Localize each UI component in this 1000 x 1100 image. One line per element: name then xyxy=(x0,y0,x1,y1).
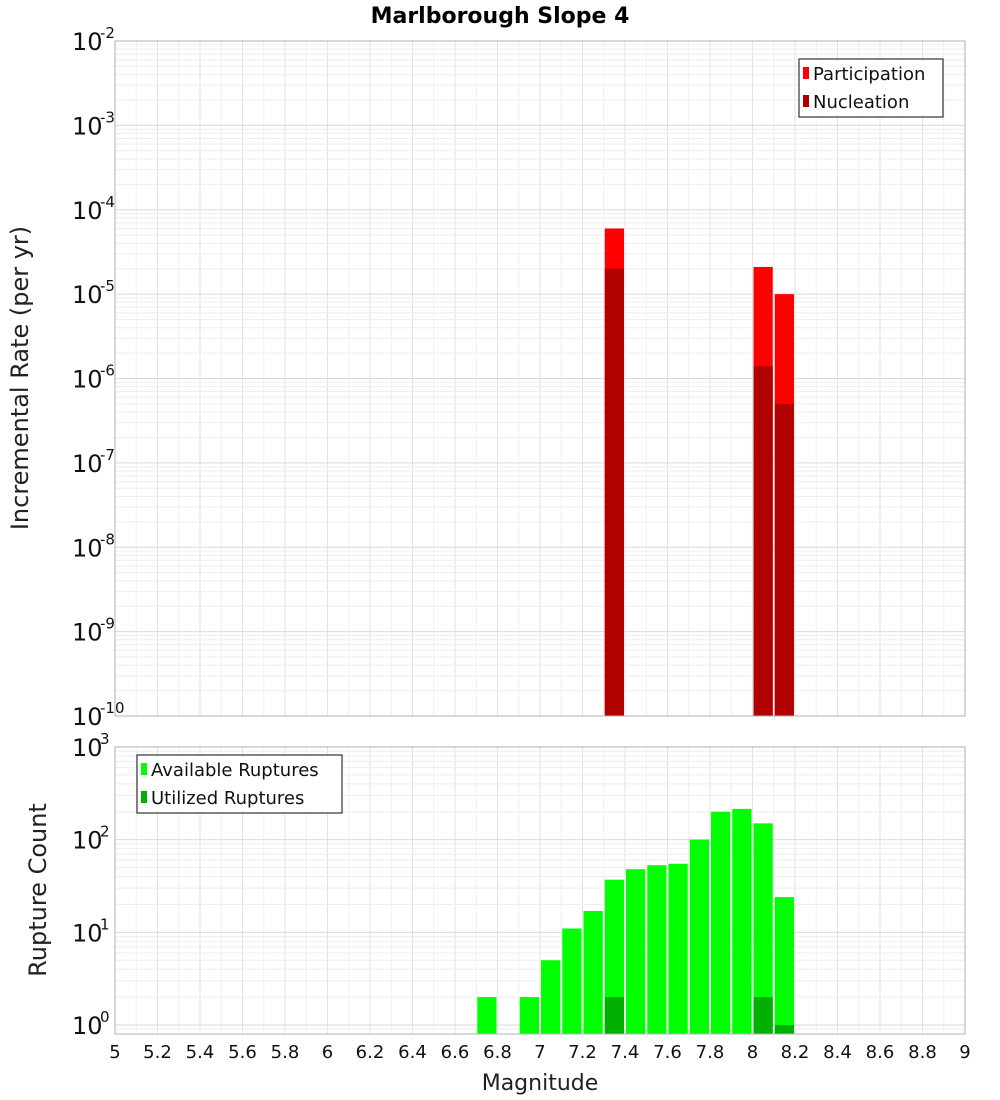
rate-y-tick-base-1: 10 xyxy=(72,619,103,647)
count-legend-swatch-1 xyxy=(141,791,147,803)
count-bars xyxy=(477,808,794,1034)
rate-y-tick-exp-6: -4 xyxy=(100,193,115,211)
rate-y-tick-base-6: 10 xyxy=(72,197,103,225)
rate-plot-frame xyxy=(114,40,966,717)
rate-y-tick-exp-4: -6 xyxy=(100,362,115,380)
count-y-tick-exp-2: 2 xyxy=(100,823,110,841)
count-y-tick-exp-0: 0 xyxy=(100,1008,110,1026)
count-bar-a-11 xyxy=(732,808,752,1034)
rate-legend-label-0: Participation xyxy=(813,64,925,85)
x-tick-label-12: 7.4 xyxy=(611,1042,640,1063)
rate-y-tick-base-2: 10 xyxy=(72,534,103,562)
x-tick-label-20: 9 xyxy=(959,1042,970,1063)
rate-bar-b-1 xyxy=(753,366,773,716)
count-bar-a-0 xyxy=(477,997,497,1034)
count-y-tick-exp-3: 3 xyxy=(100,730,110,748)
x-tick-label-14: 7.8 xyxy=(696,1042,725,1063)
count-plot-frame xyxy=(114,746,966,1035)
rate-y-tick-base-7: 10 xyxy=(72,112,103,140)
count-bar-a-2 xyxy=(541,960,561,1034)
rate-legend-box xyxy=(798,58,944,118)
count-bar-a-4 xyxy=(583,910,603,1034)
count-bar-a-12 xyxy=(753,823,773,1034)
count-bar-b-1 xyxy=(753,997,773,1034)
x-tick-label-0: 5 xyxy=(109,1042,120,1063)
rate-legend-swatch-1 xyxy=(803,95,809,107)
count-bar-a-5 xyxy=(604,879,624,1034)
count-bar-a-13 xyxy=(774,897,794,1034)
x-axis-label: Magnitude xyxy=(482,1071,599,1096)
count-bar-a-6 xyxy=(626,869,646,1034)
rate-bar-b-0 xyxy=(604,268,624,716)
x-axis-ticks: 5 5.2 5.4 5.6 5.8 6 6.2 6.4 6.6 6.8 7 7.2 7.4 7.6 7.8 8… xyxy=(109,1042,970,1063)
x-tick-label-13: 7.6 xyxy=(653,1042,682,1063)
count-y-tick-exp-1: 1 xyxy=(100,915,110,933)
count-bar-a-3 xyxy=(562,928,582,1034)
x-tick-label-16: 8.2 xyxy=(781,1042,810,1063)
rate-y-tick-base-8: 10 xyxy=(72,28,103,56)
rate-y-tick-exp-1: -9 xyxy=(100,615,115,633)
count-bar-a-9 xyxy=(689,839,709,1034)
x-tick-label-5: 6 xyxy=(322,1042,333,1063)
x-tick-label-10: 7 xyxy=(534,1042,545,1063)
x-tick-label-4: 5.8 xyxy=(271,1042,300,1063)
x-tick-label-11: 7.2 xyxy=(568,1042,597,1063)
rate-y-tick-base-4: 10 xyxy=(72,366,103,394)
count-y-tick-base-2: 10 xyxy=(72,827,103,855)
x-tick-label-3: 5.6 xyxy=(228,1042,257,1063)
count-bar-b-2 xyxy=(774,1025,794,1034)
x-tick-label-1: 5.2 xyxy=(143,1042,172,1063)
rate-bars xyxy=(604,228,794,716)
rate-y-tick-exp-3: -7 xyxy=(100,446,115,464)
rate-legend: Participation Nucleation xyxy=(798,58,944,118)
rate-y-tick-base-3: 10 xyxy=(72,450,103,478)
rate-y-tick-exp-8: -2 xyxy=(100,24,115,42)
count-legend-box xyxy=(136,754,343,814)
count-legend-label-1: Utilized Ruptures xyxy=(151,788,304,809)
count-y-tick-base-1: 10 xyxy=(72,919,103,947)
x-tick-label-15: 8 xyxy=(747,1042,758,1063)
count-y-axis-label: Rupture Count xyxy=(24,803,52,977)
x-tick-label-9: 6.8 xyxy=(483,1042,512,1063)
count-legend: Available Ruptures Utilized Ruptures xyxy=(136,754,343,814)
x-tick-label-2: 5.4 xyxy=(186,1042,215,1063)
count-legend-label-0: Available Ruptures xyxy=(151,760,319,781)
x-tick-label-6: 6.2 xyxy=(356,1042,385,1063)
rate-y-tick-exp-5: -5 xyxy=(100,277,115,295)
count-legend-swatch-0 xyxy=(141,763,147,775)
count-y-tick-base-0: 10 xyxy=(72,1012,103,1040)
x-tick-label-19: 8.8 xyxy=(908,1042,937,1063)
count-bar-b-0 xyxy=(604,997,624,1034)
x-tick-label-18: 8.6 xyxy=(866,1042,895,1063)
count-bar-a-7 xyxy=(647,865,667,1034)
rate-y-tick-exp-7: -3 xyxy=(100,108,115,126)
x-tick-label-8: 6.6 xyxy=(441,1042,470,1063)
count-bar-a-1 xyxy=(519,997,539,1034)
rate-y-tick-exp-2: -8 xyxy=(100,530,115,548)
rate-y-axis-label: Incremental Rate (per yr) xyxy=(6,226,34,530)
rate-y-tick-exp-0: -10 xyxy=(100,699,125,717)
chart-title: Marlborough Slope 4 xyxy=(371,4,630,29)
count-bar-a-8 xyxy=(668,863,688,1034)
count-bar-a-10 xyxy=(711,811,731,1034)
x-tick-label-7: 6.4 xyxy=(398,1042,427,1063)
rate-y-tick-base-5: 10 xyxy=(72,281,103,309)
rate-gridlines xyxy=(114,40,966,717)
rate-legend-swatch-0 xyxy=(803,67,809,79)
count-y-tick-base-3: 10 xyxy=(72,734,103,762)
x-tick-label-17: 8.4 xyxy=(823,1042,852,1063)
rate-y-tick-base-0: 10 xyxy=(72,703,103,731)
rate-legend-label-1: Nucleation xyxy=(813,92,909,113)
rate-bar-b-2 xyxy=(774,403,794,716)
